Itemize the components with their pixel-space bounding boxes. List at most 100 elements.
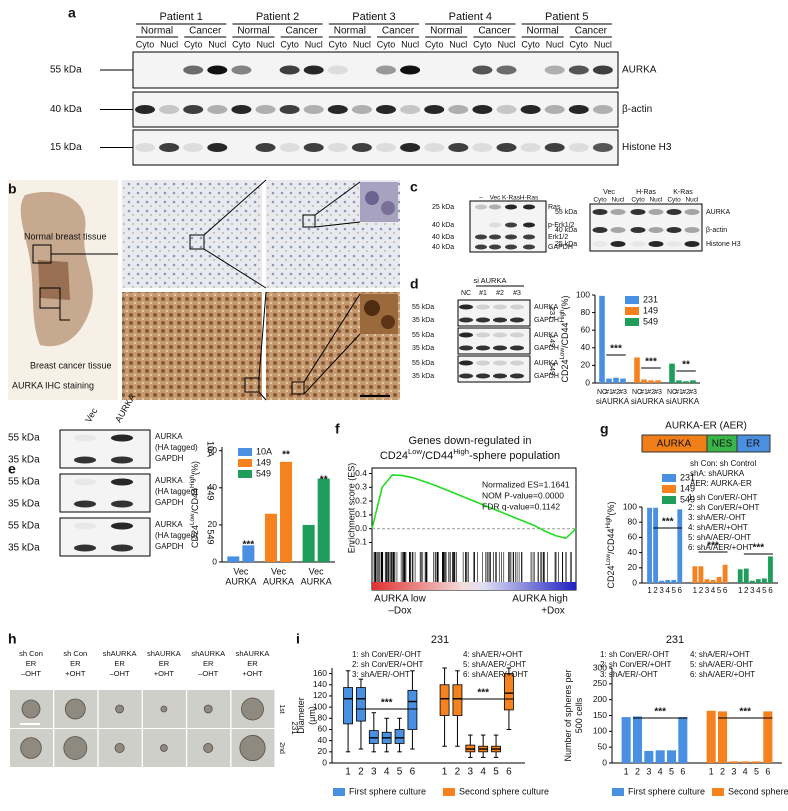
column-label: shAURKA (191, 649, 225, 658)
column-label: shAURKA (236, 649, 270, 658)
column-label: shAURKA (147, 649, 181, 658)
column-label: ER (159, 659, 170, 668)
x-tick-label: 1 (442, 767, 448, 778)
blot-band (459, 304, 473, 310)
protein-label: β-actin (622, 104, 652, 115)
marker-label: 35 kDa (8, 543, 40, 554)
blot-band (231, 65, 252, 75)
y-axis-label: Enrichment score (ES) (346, 463, 356, 554)
fraction-label: Nucl (353, 39, 371, 49)
blot-band (74, 456, 96, 464)
y-tick-label: 0.1 (355, 509, 367, 519)
bar (763, 711, 773, 763)
fraction-label: Cyto (593, 197, 607, 204)
box (452, 684, 463, 716)
blot-band (303, 143, 324, 152)
patient-label: Patient 1 (159, 11, 202, 23)
blot-band (523, 234, 535, 240)
lane-label: Vec (603, 189, 615, 196)
blot-band (684, 209, 700, 215)
lane-label: NC (461, 290, 471, 297)
fraction-label: Nucl (497, 39, 515, 49)
blot-band (207, 143, 228, 152)
bar (755, 579, 761, 583)
protein-label: Ras (548, 204, 561, 211)
blot-band (111, 434, 133, 442)
label-part: /CD44 (422, 450, 453, 462)
condition-label: 4: shA/ER/+OHT (688, 523, 748, 532)
y-axis-label: 500 cells (574, 697, 584, 733)
blot-band (630, 227, 646, 233)
bar (648, 380, 654, 383)
x-tick-label: 5 (762, 586, 767, 595)
lane-label: H-Ras (636, 189, 656, 196)
blot-band (327, 143, 348, 152)
y-tick-label: 40 (628, 547, 638, 557)
blot-band (207, 65, 228, 75)
panel-label: f (335, 421, 340, 437)
legend-swatch (238, 448, 252, 456)
blot-band (475, 204, 487, 210)
blot-band (231, 105, 252, 114)
lane-label: Vec (490, 195, 502, 202)
blot-band (630, 241, 646, 247)
x-tick-label: 1 (709, 766, 714, 776)
blot-band (610, 241, 626, 247)
protein-label: GAPDH (534, 317, 559, 324)
x-tick-label: 6 (768, 586, 773, 595)
blot-band (135, 105, 155, 114)
legend-swatch (333, 788, 345, 796)
x-tick-label: AURKA (263, 576, 294, 586)
box (343, 687, 353, 725)
protein-label: AURKA (155, 432, 183, 441)
y-tick-label: 250 (593, 678, 607, 688)
construct-title: AURKA-ER (AER) (665, 421, 747, 432)
blot-band (159, 143, 180, 152)
blot-band (496, 143, 517, 152)
y-tick-label: 60 (318, 724, 328, 734)
phenotype-label: +Dox (541, 606, 565, 617)
label-part: /CD44 (560, 322, 570, 348)
bar (751, 761, 762, 763)
marker-label: 55 kDa (8, 433, 40, 444)
blot-band (496, 105, 517, 114)
bar (242, 545, 255, 562)
blot-band (459, 360, 473, 366)
label-part: (%) (560, 295, 570, 309)
y-tick-label: 100 (576, 289, 590, 299)
x-tick-label: 6 (723, 586, 728, 595)
bar (683, 381, 689, 383)
blot-band (510, 304, 524, 310)
blot-band (493, 345, 507, 351)
blot-band (493, 317, 507, 323)
blot-band (111, 522, 133, 530)
patient-label: Patient 3 (352, 11, 395, 23)
y-tick-label: 80 (628, 516, 638, 526)
blot-band (544, 143, 565, 152)
box (504, 673, 514, 711)
patient-label: Patient 5 (545, 11, 588, 23)
bar (317, 478, 330, 562)
blot-band (489, 234, 501, 240)
sphere (115, 704, 124, 714)
bar (665, 579, 671, 583)
x-tick-label: 4 (711, 586, 716, 595)
blot-frame (589, 203, 703, 252)
x-tick-label: 6 (680, 766, 685, 776)
protein-label: p-Erk1/2 (548, 222, 575, 229)
blot-band (459, 317, 473, 323)
protein-label: GAPDH (155, 542, 184, 551)
protein-label: AURKA (706, 209, 730, 216)
x-tick-label: 3 (371, 767, 377, 778)
bar (659, 580, 665, 583)
chart-title: 231 (666, 634, 684, 646)
protein-label: GAPDH (155, 454, 184, 463)
blot-band (666, 241, 682, 247)
domain-label: ER (746, 439, 760, 450)
cell-label: 231 (290, 721, 299, 735)
protein-label: Histone H3 (706, 241, 741, 248)
blot-band (493, 360, 507, 366)
lane-label: K-Ras (673, 189, 693, 196)
